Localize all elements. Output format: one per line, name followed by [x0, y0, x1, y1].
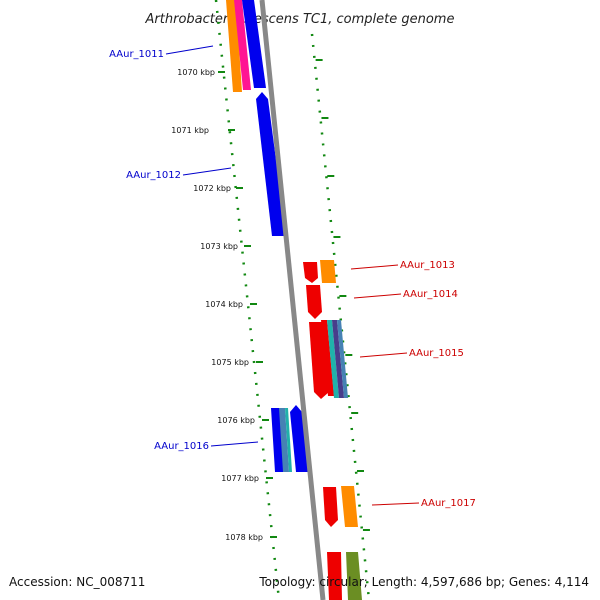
- gene-label-connector: [210, 441, 259, 447]
- tick-label: 1075 kbp: [211, 358, 249, 367]
- tick-label: 1074 kbp: [205, 300, 243, 309]
- gene-label-connector: [371, 502, 420, 506]
- gene-label-connector: [359, 352, 408, 358]
- gene-aaur-1011-blue[interactable]: [242, 0, 266, 88]
- outer-guide-line: [310, 33, 371, 600]
- gene-aaur-1016-teal[interactable]: [285, 408, 292, 472]
- topology-text: Topology: circular; Length: 4,597,686 bp…: [258, 575, 589, 589]
- tick-label: 1071 kbp: [171, 126, 209, 135]
- gene-label-aaur-1013[interactable]: AAur_1013: [400, 260, 455, 271]
- inner-guide-line: [214, 0, 281, 600]
- gene-aaur-1013-red[interactable]: [303, 262, 318, 283]
- tick-label: 1076 kbp: [217, 416, 255, 425]
- gene-next-red[interactable]: [327, 552, 342, 600]
- gene-aaur-1011-magenta[interactable]: [234, 0, 251, 90]
- tick-label: 1078 kbp: [225, 533, 263, 542]
- gene-aaur-1012[interactable]: [256, 92, 286, 236]
- gene-label-aaur-1015[interactable]: AAur_1015: [409, 348, 464, 359]
- gene-aaur-1015-red-b[interactable]: [321, 320, 334, 396]
- gene-aaur-1015-steel[interactable]: [337, 320, 348, 398]
- gene-label-connector: [182, 167, 232, 176]
- gene-label-aaur-1017[interactable]: AAur_1017: [421, 498, 476, 509]
- map-title: Arthrobacter aurescens TC1, complete gen…: [145, 12, 455, 27]
- gene-label-connector: [353, 293, 402, 299]
- gene-next-olive[interactable]: [346, 552, 362, 600]
- gene-aaur-1016-steel[interactable]: [279, 408, 289, 472]
- gene-aaur-1015-slate[interactable]: [332, 320, 344, 398]
- gene-label-aaur-1016[interactable]: AAur_1016: [154, 441, 209, 452]
- tick-label: 1073 kbp: [200, 242, 238, 251]
- genome-backbone: [259, 0, 326, 600]
- reverse-genes: [303, 260, 362, 600]
- forward-genes: [226, 0, 308, 472]
- gene-aaur-1017-red[interactable]: [323, 487, 338, 527]
- gene-labels: AAur_1011 AAur_1012 AAur_1013 AAur_1014 AAur…: [109, 45, 476, 509]
- gene-aaur-1014[interactable]: [306, 285, 322, 319]
- gene-label-aaur-1014[interactable]: AAur_1014: [403, 289, 458, 300]
- tick-label: 1077 kbp: [221, 474, 259, 483]
- gene-aaur-1017-orange[interactable]: [341, 486, 358, 527]
- tick-label: 1070 kbp: [177, 68, 215, 77]
- gene-label-aaur-1012[interactable]: AAur_1012: [126, 170, 181, 181]
- tick-label: 1072 kbp: [193, 184, 231, 193]
- gene-aaur-1015-teal[interactable]: [327, 320, 339, 398]
- gene-aaur-1013-orange[interactable]: [320, 260, 336, 283]
- gene-label-connector: [350, 264, 399, 270]
- accession-text: Accession: NC_008711: [9, 575, 145, 589]
- gene-aaur-1015-red[interactable]: [309, 322, 329, 399]
- gene-label-aaur-1011[interactable]: AAur_1011: [109, 49, 164, 60]
- gene-label-connector: [165, 45, 214, 55]
- tick-marks: 1070 kbp 1071 kbp 1072 kbp 1073 kbp 1074 kbp…: [171, 59, 370, 542]
- gene-aaur-1011-orange[interactable]: [226, 0, 242, 92]
- gene-aaur-1016-blue-b[interactable]: [290, 405, 308, 472]
